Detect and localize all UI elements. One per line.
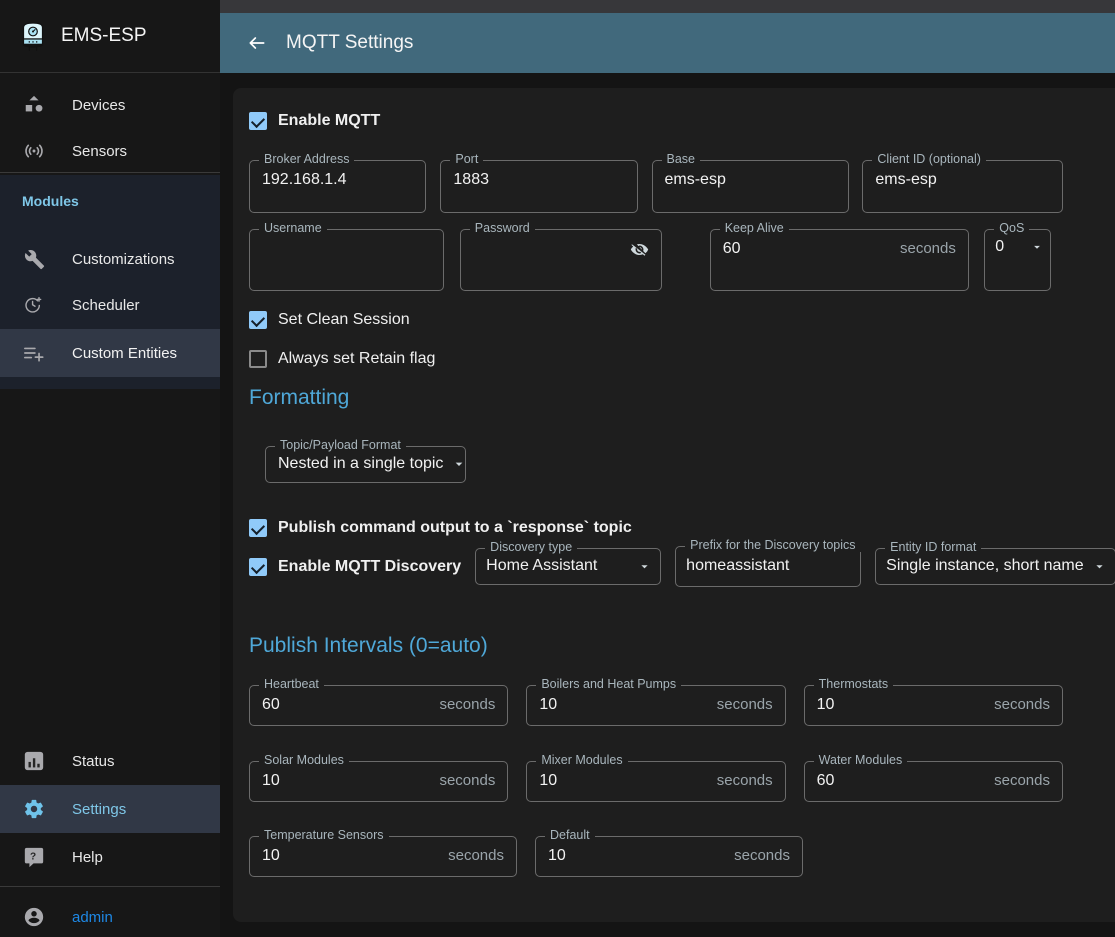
svg-text:?: ? xyxy=(30,851,36,862)
